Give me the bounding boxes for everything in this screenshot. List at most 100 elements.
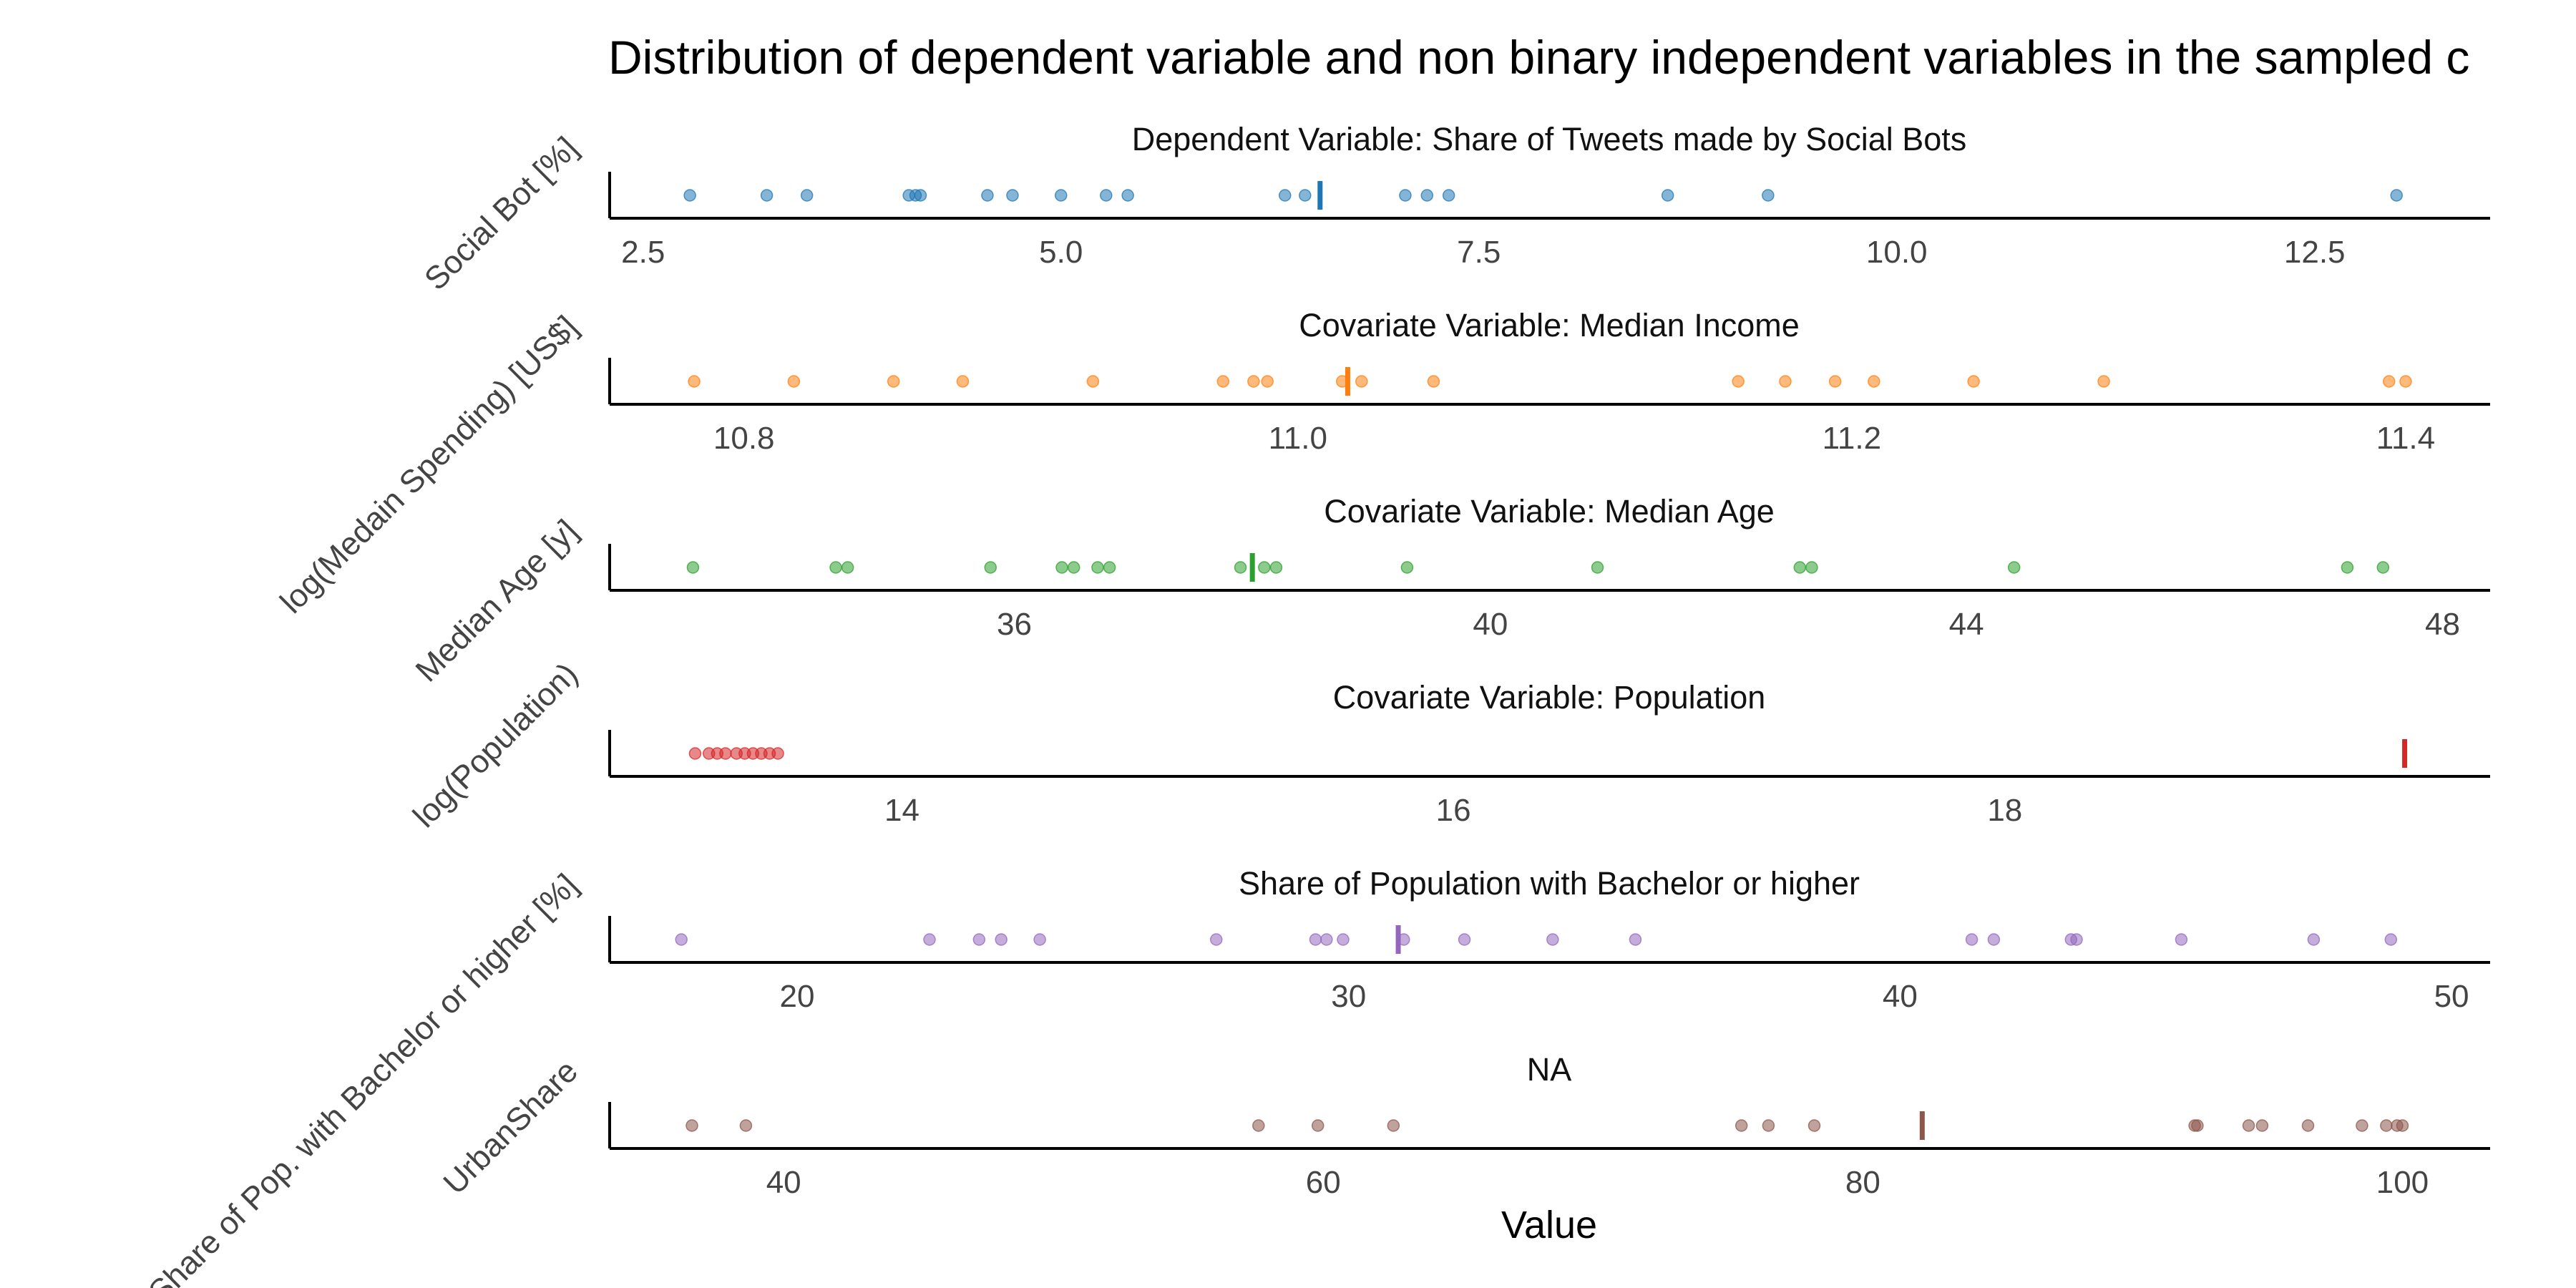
data-point <box>1399 189 1412 202</box>
data-point <box>1091 561 1104 574</box>
data-point <box>1311 1119 1324 1132</box>
data-point <box>1216 375 1230 388</box>
data-point <box>1805 561 1818 574</box>
data-point <box>923 933 936 946</box>
panel-2: Covariate Variable: Median Income 10.8 11.… <box>273 307 2490 620</box>
data-point <box>1807 1119 1821 1132</box>
data-point <box>739 1119 753 1132</box>
data-point <box>1258 561 1271 574</box>
y-axis-label: UrbanShare <box>436 1053 585 1201</box>
data-point <box>2382 375 2396 388</box>
data-point <box>981 189 994 202</box>
x-tick-label: 11.4 <box>2376 421 2435 456</box>
data-point <box>2356 1119 2368 1132</box>
data-point <box>2175 933 2188 946</box>
data-point <box>1006 189 1019 202</box>
x-tick-label: 40 <box>766 1165 801 1200</box>
x-tick-label: 14 <box>884 793 919 828</box>
data-point <box>1442 189 1455 202</box>
panel-title: Share of Population with Bachelor or hig… <box>1239 865 1860 902</box>
x-tick-label: 40 <box>1473 607 1508 642</box>
x-tick-label: 44 <box>1949 607 1984 642</box>
data-point <box>1762 189 1775 202</box>
data-point <box>1247 375 1260 388</box>
data-point <box>1121 189 1134 202</box>
x-tick-label: 11.2 <box>1823 421 1881 456</box>
data-point <box>2097 375 2110 388</box>
data-point <box>1278 189 1292 202</box>
x-tick-label: 36 <box>997 607 1032 642</box>
data-point <box>2301 1119 2315 1132</box>
data-point <box>2255 1119 2269 1132</box>
data-point <box>2341 561 2354 574</box>
data-point <box>686 1119 698 1132</box>
data-point <box>2242 1119 2255 1132</box>
data-point <box>2380 1119 2393 1132</box>
data-point <box>1299 189 1312 202</box>
data-point <box>688 375 701 388</box>
x-tick-label: 2.5 <box>621 235 665 270</box>
data-point <box>675 933 688 946</box>
x-tick-label: 80 <box>1845 1165 1880 1200</box>
data-point <box>787 375 801 388</box>
panel-title: NA <box>1527 1051 1572 1088</box>
panel-6: NA 40 60 80 100 UrbanShare <box>436 1051 2490 1201</box>
data-point <box>2390 189 2403 202</box>
x-tick-label: 5.0 <box>1039 235 1083 270</box>
data-point <box>1591 561 1604 574</box>
data-point <box>887 375 900 388</box>
data-point <box>1828 375 1842 388</box>
x-tick-label: 100 <box>2376 1165 2429 1200</box>
data-point <box>1269 561 1283 574</box>
data-point <box>1086 375 1100 388</box>
data-point <box>2191 1119 2204 1132</box>
data-point <box>2376 561 2390 574</box>
panel-1: Dependent Variable: Share of Tweets made… <box>417 121 2490 297</box>
data-point <box>1735 1119 1748 1132</box>
data-point <box>1629 933 1642 946</box>
data-point <box>1732 375 1745 388</box>
data-point <box>1967 375 1980 388</box>
data-point <box>1987 933 2001 946</box>
x-tick-label: 50 <box>2434 979 2469 1014</box>
panels-layer: Dependent Variable: Share of Tweets made… <box>141 121 2490 1288</box>
data-point <box>972 933 986 946</box>
data-point <box>841 561 854 574</box>
data-point <box>800 189 814 202</box>
panel-title: Covariate Variable: Median Age <box>1324 493 1775 530</box>
data-point <box>1661 189 1674 202</box>
data-point <box>2307 933 2321 946</box>
data-point <box>1400 561 1414 574</box>
panel-5: Share of Population with Bachelor or hig… <box>141 865 2490 1288</box>
x-tick-label: 20 <box>780 979 815 1014</box>
x-axis-title: Value <box>1501 1204 1597 1246</box>
x-tick-label: 11.0 <box>1269 421 1327 456</box>
x-tick-label: 18 <box>1987 793 2022 828</box>
panel-title: Covariate Variable: Population <box>1333 679 1766 716</box>
x-tick-label: 30 <box>1331 979 1366 1014</box>
data-point <box>1458 933 1471 946</box>
data-point <box>1234 561 1247 574</box>
data-point <box>1309 933 1322 946</box>
data-point <box>1355 375 1368 388</box>
x-tick-label: 10.8 <box>713 421 775 456</box>
y-axis-label: Social Bot [%] <box>417 130 585 297</box>
x-tick-label: 12.5 <box>2284 235 2346 270</box>
data-point <box>1252 1119 1265 1132</box>
data-point <box>683 189 696 202</box>
data-point <box>771 747 784 760</box>
data-point <box>2396 1119 2409 1132</box>
data-point <box>2399 375 2412 388</box>
panel-title: Covariate Variable: Median Income <box>1299 307 1800 343</box>
x-tick-label: 7.5 <box>1457 235 1501 270</box>
data-point <box>1103 561 1116 574</box>
data-point <box>1420 189 1434 202</box>
data-point <box>1387 1119 1400 1132</box>
panel-title: Dependent Variable: Share of Tweets made… <box>1132 121 1967 157</box>
data-point <box>1546 933 1559 946</box>
data-point <box>760 189 774 202</box>
y-axis-label: Share of Pop. with Bachelor or higher [%… <box>141 867 585 1288</box>
data-point <box>1337 933 1350 946</box>
